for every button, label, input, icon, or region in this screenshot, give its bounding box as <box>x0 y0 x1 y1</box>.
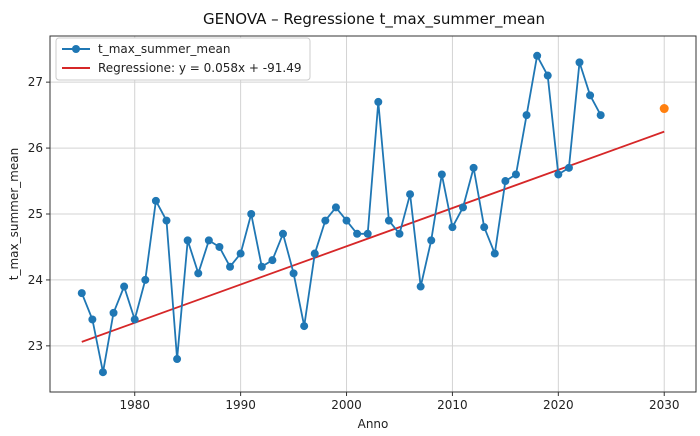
data-point <box>88 315 97 324</box>
data-point <box>384 216 393 225</box>
data-point <box>564 163 573 172</box>
data-point <box>596 111 605 120</box>
data-point <box>416 282 425 291</box>
x-tick-label: 1990 <box>225 398 256 412</box>
y-tick-label: 25 <box>28 207 43 221</box>
y-tick-label: 27 <box>28 75 43 89</box>
data-point <box>501 177 510 186</box>
data-point <box>77 289 86 298</box>
data-point <box>141 275 150 284</box>
data-point <box>183 236 192 245</box>
data-point <box>204 236 213 245</box>
data-point <box>310 249 319 258</box>
data-point <box>300 322 309 331</box>
data-point <box>437 170 446 179</box>
data-point <box>130 315 139 324</box>
legend: t_max_summer_mean Regressione: y = 0.058… <box>55 37 311 81</box>
chart-title: GENOVA – Regressione t_max_summer_mean <box>203 10 545 29</box>
x-axis-ticks: 1980 1990 2000 2010 2020 2030 <box>119 392 680 412</box>
data-point <box>98 368 107 377</box>
data-point <box>469 163 478 172</box>
data-point <box>522 111 531 120</box>
data-point <box>427 236 436 245</box>
x-tick-label: 2020 <box>543 398 574 412</box>
forecast-point <box>659 104 669 114</box>
x-tick-label: 2000 <box>331 398 362 412</box>
y-tick-label: 24 <box>28 273 43 287</box>
data-point <box>406 190 415 199</box>
data-point <box>215 242 224 251</box>
data-point <box>289 269 298 278</box>
data-point <box>162 216 171 225</box>
data-point <box>448 223 457 232</box>
data-point <box>109 308 118 317</box>
y-axis-ticks: 23 24 25 26 27 <box>28 75 50 353</box>
y-axis-label: t_max_summer_mean <box>7 148 21 280</box>
grid-lines <box>50 36 696 392</box>
data-point <box>173 355 182 364</box>
data-point <box>342 216 351 225</box>
data-point <box>353 229 362 238</box>
data-point <box>268 256 277 265</box>
data-point <box>226 262 235 271</box>
data-point <box>459 203 468 212</box>
data-point <box>321 216 330 225</box>
data-point <box>278 229 287 238</box>
legend-marker-data <box>72 45 80 53</box>
legend-label-regression: Regressione: y = 0.058x + -91.49 <box>98 61 301 75</box>
data-point <box>247 210 256 218</box>
y-tick-label: 26 <box>28 141 43 155</box>
y-tick-label: 23 <box>28 339 43 353</box>
data-point <box>490 249 499 258</box>
data-point <box>480 223 489 232</box>
data-point <box>533 51 542 60</box>
data-point <box>395 229 404 238</box>
data-point <box>511 170 520 179</box>
data-point <box>586 91 595 100</box>
data-point <box>236 249 245 258</box>
data-point <box>575 58 584 67</box>
data-point <box>374 97 383 106</box>
legend-label-data: t_max_summer_mean <box>98 42 230 56</box>
forecast-group <box>659 104 669 114</box>
data-point <box>194 269 203 278</box>
x-tick-label: 2030 <box>649 398 680 412</box>
x-tick-label: 1980 <box>119 398 150 412</box>
data-point <box>543 71 552 80</box>
data-point <box>554 170 563 179</box>
data-point <box>257 262 266 271</box>
data-point <box>120 282 129 291</box>
data-series <box>77 51 605 377</box>
data-point <box>151 196 160 205</box>
data-point <box>363 229 372 238</box>
legend-box <box>55 37 311 81</box>
x-axis-label: Anno <box>358 417 389 431</box>
x-tick-label: 2010 <box>437 398 468 412</box>
data-point <box>331 203 340 212</box>
